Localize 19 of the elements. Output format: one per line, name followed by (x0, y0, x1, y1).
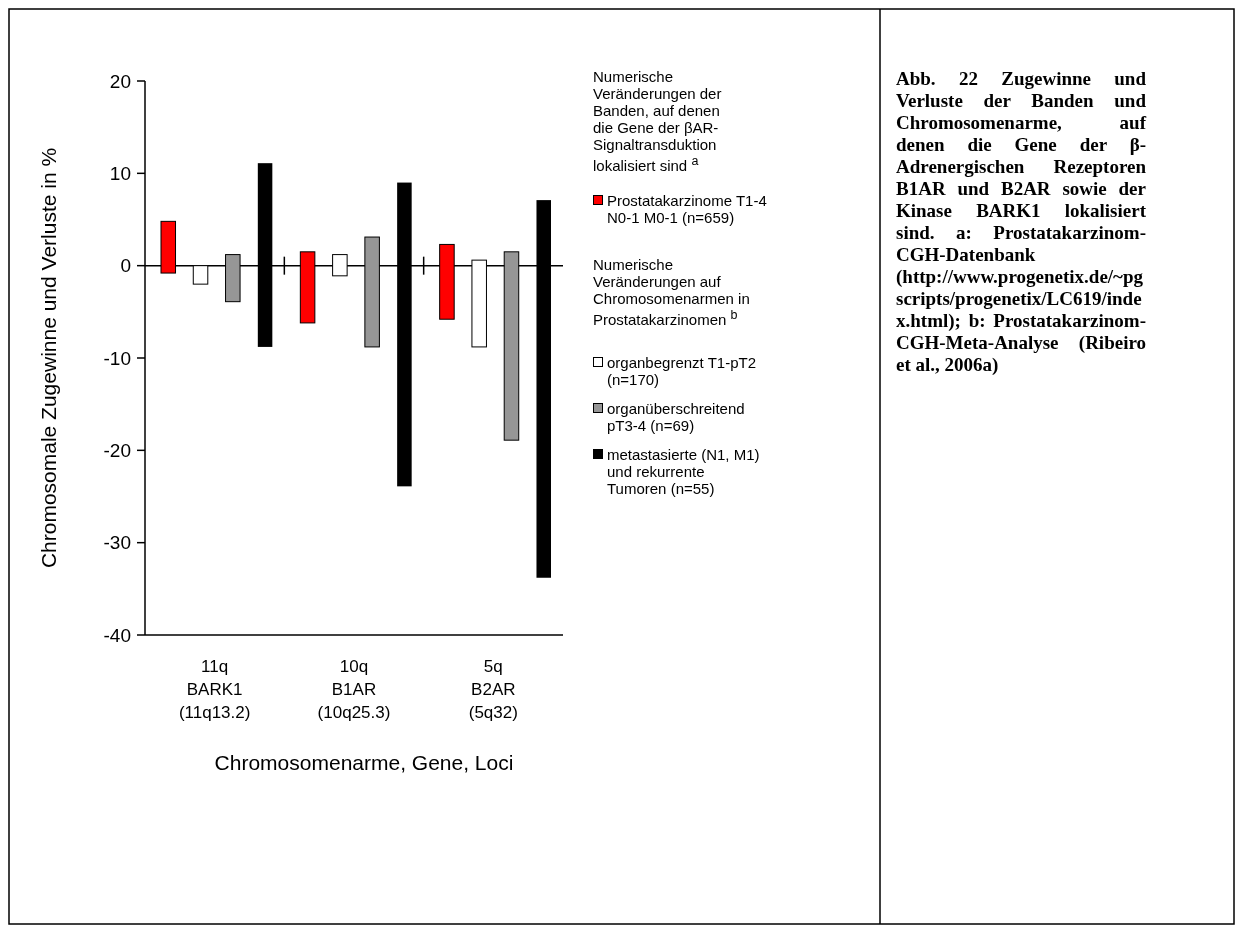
legend-label: organüberschreitend pT3-4 (n=69) (607, 400, 746, 434)
y-tick-label: -20 (103, 439, 131, 461)
legend-label: metastasierte (N1, M1) und rekurrente Tumoren (n=55) (607, 446, 761, 497)
text: Numerische Veränderungen auf Chromosomenarmen in Prostatakarzinomen $^{b}$ (593, 256, 751, 328)
x-tick-label: 11q BARK1 (11q13.2) (178, 657, 251, 722)
y-tick-label: 0 (120, 255, 131, 277)
y-tick-label: -30 (103, 532, 131, 554)
y-tick-label: 20 (109, 70, 131, 92)
x-tick-label: 10q B1AR (10q25.3) (317, 657, 391, 722)
y-tick-label: -10 (103, 347, 131, 369)
y-tick-label: 10 (109, 162, 131, 184)
x-tick-label: 5q B2AR (5q32) (468, 657, 518, 722)
legend-label: organbegrenzt T1-pT2 (n=170) (607, 354, 757, 388)
y-axis-title: Chromosomale Zugewinne und Verluste in % (37, 147, 60, 569)
legend-label: Prostatakarzinome T1-4 N0-1 M0-1 (n=659) (607, 192, 767, 226)
text: Numerische Veränderungen der Banden, auf denen die Gene der βAR-Signaltransduktion lokalisiert sind $^{a}$ (593, 68, 723, 174)
y-tick-label: -40 (103, 624, 131, 646)
chart-title: Abb. 22 Zugewinne und Verluste der Banden und Chromosomenarme, auf denen die Gene der β-Adrenergischen Rezeptoren B1AR und B2AR sowie der Kinase BARK1 lokalisiert sind. a: Prostatakarzinom-CGH-Datenbank (http://www.progenetix.de/~pgscripts/progenetix/LC619/index.html); b: Prostatakarzinom-CGH-Meta-Analyse (Ribeiro et al., 2006a) (896, 68, 1146, 375)
x-axis-title: Chromosomenarme, Gene, Loci (214, 751, 514, 774)
